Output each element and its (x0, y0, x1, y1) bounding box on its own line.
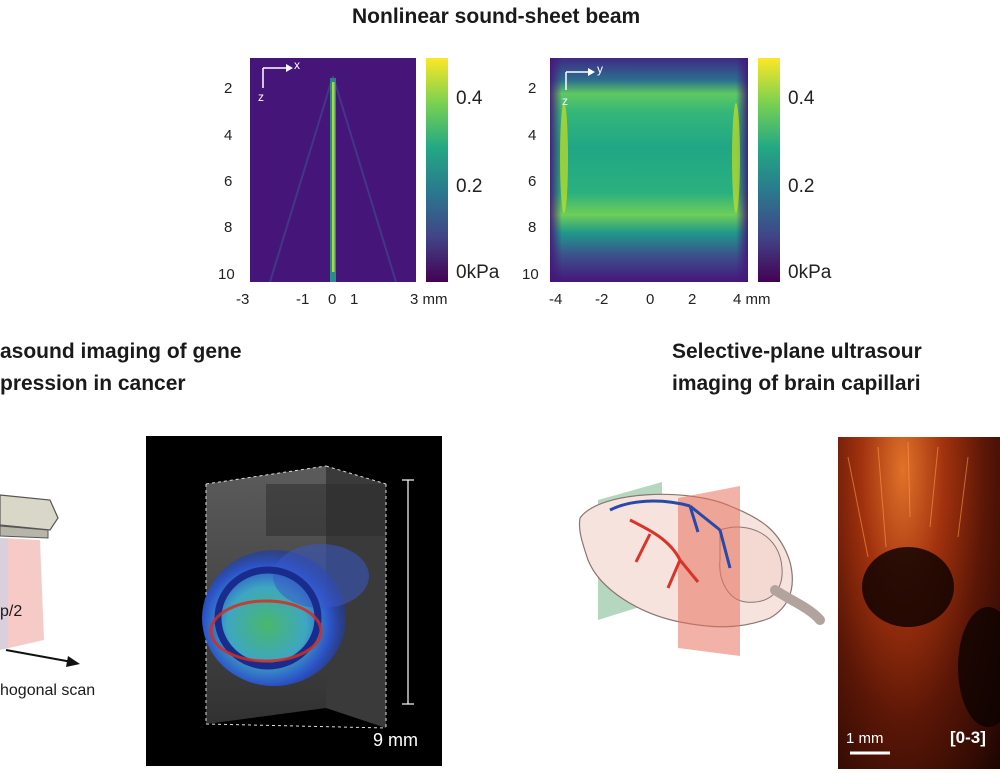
left-axis-z-label: z (258, 90, 264, 104)
probe-schematic (0, 494, 80, 667)
right-section-title-line1: Selective-plane ultrasour (672, 340, 922, 363)
right-ytick: 10 (522, 266, 539, 283)
brainstem (770, 585, 825, 625)
scan-label: hogonal scan (0, 682, 96, 699)
left-axis-x-label: x (294, 58, 300, 72)
left-colorbar-tick: 0.4 (456, 88, 483, 109)
right-xtick: -4 (549, 291, 563, 308)
right-xtick: -2 (595, 291, 609, 308)
right-axis-arrows (565, 68, 595, 90)
capillary-scale-label: 1 mm (846, 730, 884, 747)
right-xtick: 4 mm (733, 291, 771, 308)
left-ytick: 10 (218, 266, 235, 283)
left-ytick: 4 (224, 127, 233, 144)
right-beam-heatmap (550, 58, 748, 282)
right-xtick: 0 (646, 291, 655, 308)
left-section-title-line2: pression in cancer (0, 372, 186, 395)
right-colorbar-tick: 0.2 (788, 176, 815, 197)
probe-label: p/2 (0, 603, 23, 620)
blue-vessels (609, 499, 732, 569)
right-axis-z-label: z (562, 94, 568, 108)
left-xtick: -1 (296, 291, 310, 308)
capillary-image-panel (838, 437, 1000, 769)
right-xtick: 2 (688, 291, 697, 308)
left-section-title-line1: asound imaging of gene (0, 340, 242, 363)
right-colorbar-tick: 0.4 (788, 88, 815, 109)
left-colorbar-tick: 0kPa (456, 262, 500, 283)
left-colorbar (426, 58, 448, 282)
right-ytick: 2 (528, 80, 537, 97)
capillary-range-label: [0-3] (950, 728, 986, 747)
right-edge-lobe-left (560, 103, 568, 213)
probe-head (0, 494, 59, 531)
depth-scale-label: 9 mm (373, 730, 418, 750)
right-section-title-line2: imaging of brain capillari (672, 372, 921, 395)
right-ytick: 4 (528, 127, 537, 144)
left-axis-arrows (262, 64, 293, 88)
tumor-volume-panel (146, 436, 442, 766)
left-colorbar-tick: 0.2 (456, 176, 483, 197)
right-colorbar (758, 58, 780, 282)
left-xtick: 1 (350, 291, 359, 308)
right-ytick: 8 (528, 219, 537, 236)
right-axis-y-label: y (597, 62, 603, 76)
brain-schematic (578, 482, 825, 656)
red-vessels (629, 518, 700, 589)
left-ytick: 2 (224, 80, 233, 97)
scan-direction-arrow (5, 649, 73, 663)
right-edge-lobe-right (732, 103, 740, 213)
right-colorbar-tick: 0kPa (788, 262, 832, 283)
red-imaging-plane (678, 486, 740, 656)
left-ytick: 8 (224, 219, 233, 236)
left-beam-heatmap (250, 58, 416, 282)
left-xtick: 3 mm (410, 291, 448, 308)
left-xtick: 0 (328, 291, 337, 308)
right-ytick: 6 (528, 173, 537, 190)
figure-title: Nonlinear sound-sheet beam (352, 5, 641, 28)
left-ytick: 6 (224, 173, 233, 190)
left-xtick: -3 (236, 291, 250, 308)
